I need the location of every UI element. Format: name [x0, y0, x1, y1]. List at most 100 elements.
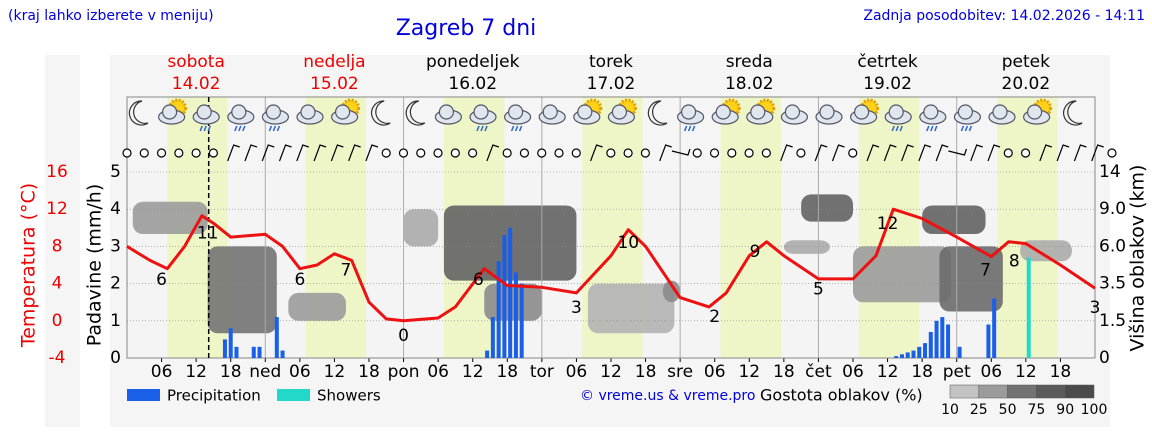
legend-swatch — [277, 389, 310, 401]
day-name: petek — [1002, 52, 1050, 72]
cloud-area — [587, 283, 675, 334]
cloud — [611, 104, 628, 120]
y2-tick-label: 0 — [1099, 348, 1110, 368]
moon — [370, 100, 391, 126]
cloud — [957, 104, 974, 120]
precipitation-bar — [1026, 257, 1031, 358]
wind-barb — [227, 144, 240, 162]
rain — [964, 125, 969, 132]
precipitation-bar — [917, 346, 922, 358]
temperature-extreme-label: 7 — [341, 261, 352, 281]
density-swatch — [949, 384, 980, 399]
x-tick-label: 12 — [462, 362, 484, 382]
calm-wind — [623, 148, 633, 158]
y2-tick-label: 1.5 — [1099, 311, 1126, 331]
wind-barb — [1056, 144, 1070, 162]
x-tick-label: 06 — [427, 362, 449, 382]
wind-barb — [671, 148, 691, 156]
cloud — [231, 104, 247, 120]
density-tick-label: 90 — [1056, 402, 1074, 418]
weather-icon — [158, 98, 188, 125]
day-name: ponedeljek — [426, 52, 520, 72]
weather-icon — [227, 104, 255, 132]
daylight-band — [858, 97, 920, 358]
precipitation-bar — [911, 350, 916, 358]
day-name: nedelja — [303, 52, 365, 72]
density-swatch — [1036, 384, 1066, 399]
calm-wind — [433, 148, 443, 158]
density-tick-label: 10 — [941, 402, 959, 418]
weather-icon — [849, 98, 880, 125]
temperature-extreme-label: 8 — [1009, 251, 1020, 271]
x-tick-label: 18 — [220, 362, 242, 382]
wind-barb — [948, 148, 968, 156]
wind-barb — [1039, 144, 1053, 162]
rain — [934, 125, 938, 132]
calm-wind — [502, 148, 512, 158]
precipitation-bar — [946, 324, 951, 358]
calm-wind — [692, 148, 702, 158]
cloud — [542, 104, 558, 120]
rain — [891, 125, 895, 132]
weather-icon — [884, 104, 912, 132]
precipitation-bar — [234, 346, 239, 358]
calm-wind — [381, 148, 391, 158]
cloud-area — [662, 280, 681, 303]
weather-icon — [647, 100, 668, 126]
wind-barb — [935, 144, 949, 162]
y2-tick-label: 3.5 — [1099, 274, 1126, 294]
day-date: 19.02 — [863, 74, 912, 94]
rain — [683, 125, 688, 132]
cloud — [888, 104, 904, 120]
precipitation-bar — [490, 317, 495, 358]
wind-barb — [278, 144, 292, 162]
cloud-area — [207, 246, 277, 334]
y2-tick-label: 14 — [1099, 162, 1121, 182]
rain — [518, 125, 523, 132]
legend-label: Precipitation — [167, 387, 261, 405]
cloud-area — [403, 209, 439, 247]
weather-icon — [192, 104, 220, 132]
cloud — [923, 104, 939, 120]
calm-wind — [468, 148, 478, 158]
legend-swatch — [127, 389, 160, 401]
cloud — [265, 104, 281, 120]
wind-barb — [831, 144, 845, 162]
weather-icon — [331, 98, 361, 125]
calm-wind — [761, 148, 771, 158]
weather-icon — [746, 98, 776, 125]
cloud — [507, 104, 524, 120]
wind-barb — [918, 144, 932, 162]
day-date: 17.02 — [587, 74, 636, 94]
wind-barb — [348, 144, 361, 162]
temperature-tick-label: 16 — [46, 162, 68, 182]
calm-wind — [744, 148, 754, 158]
wind-barb — [313, 144, 327, 162]
rain — [207, 125, 211, 132]
temperature-strip — [45, 55, 80, 427]
cloud-area — [484, 283, 542, 321]
calm-wind — [848, 148, 858, 158]
temperature-tick-label: -4 — [49, 348, 66, 368]
calm-wind — [571, 148, 581, 158]
cloud-area — [288, 292, 346, 321]
rain — [968, 125, 973, 132]
rain — [234, 125, 238, 132]
cloud — [300, 104, 316, 120]
calm-wind — [1107, 148, 1117, 158]
precipitation-bar — [940, 317, 945, 358]
rain — [199, 125, 203, 132]
calm-wind — [174, 148, 184, 158]
rain — [687, 125, 692, 132]
x-tick-label: 18 — [635, 362, 657, 382]
density-tick-label: 50 — [999, 402, 1017, 418]
day-date: 16.02 — [448, 74, 497, 94]
cloud — [750, 104, 766, 120]
cloud — [577, 104, 593, 120]
rain — [926, 125, 930, 132]
y-tick-label: 5 — [110, 162, 121, 182]
y-tick-label: 4 — [110, 199, 121, 219]
calm-wind — [416, 148, 426, 158]
calm-wind — [640, 148, 651, 158]
